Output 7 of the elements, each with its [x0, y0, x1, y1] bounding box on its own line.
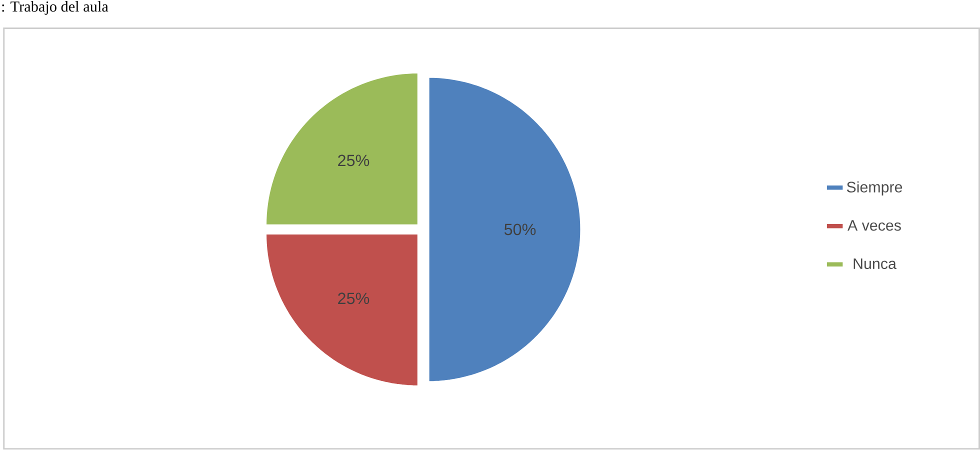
- legend-label: A veces: [848, 220, 901, 231]
- legend-label: Nunca: [854, 258, 896, 270]
- data-label: 50%: [504, 224, 536, 236]
- legend-label: Siempre: [846, 181, 902, 196]
- data-label: 25%: [338, 154, 370, 166]
- data-label: 25%: [338, 292, 370, 304]
- text: : Trabajo del aula: [2, 1, 108, 15]
